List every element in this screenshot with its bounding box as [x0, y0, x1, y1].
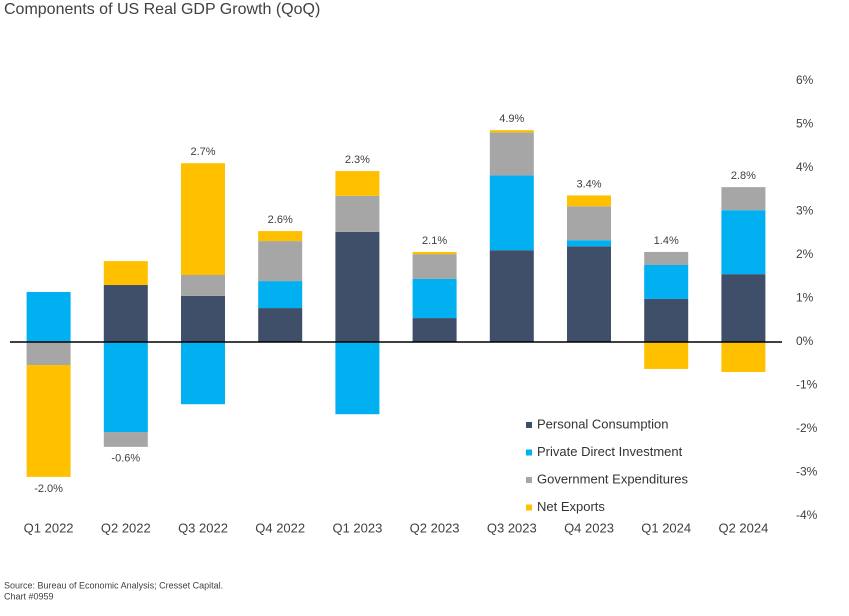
bar-segment — [181, 342, 225, 405]
bar-segment — [567, 206, 611, 241]
x-tick-label: Q1 2024 — [641, 520, 691, 535]
total-label: 1.4% — [654, 235, 679, 247]
y-tick-label: -1% — [796, 378, 818, 392]
bar-segment — [567, 246, 611, 342]
y-tick-label: -3% — [796, 465, 818, 479]
bar-segment — [644, 265, 689, 299]
x-tick-label: Q4 2022 — [255, 520, 305, 535]
chart-id: Chart #0959 — [4, 591, 54, 601]
total-label: 2.1% — [422, 235, 447, 247]
bar-segment — [103, 342, 148, 433]
legend-marker — [526, 449, 532, 456]
x-tick-label: Q2 2022 — [101, 520, 151, 535]
bar-segment — [567, 195, 611, 207]
x-tick-label: Q1 2022 — [24, 520, 74, 535]
bar-segment — [335, 171, 380, 196]
bar-segment — [412, 251, 457, 255]
total-label: 2.7% — [190, 146, 215, 158]
bar-segment — [335, 195, 380, 232]
y-tick-label: 5% — [796, 117, 814, 131]
y-tick-label: 6% — [796, 73, 814, 87]
bar-segment — [335, 231, 380, 342]
bar-segment — [181, 275, 225, 296]
bar-segment — [181, 295, 225, 342]
bar-segment — [103, 261, 148, 286]
chart-title: Components of US Real GDP Growth (QoQ) — [4, 1, 320, 18]
x-tick-label: Q4 2023 — [564, 520, 614, 535]
legend-label: Personal Consumption — [537, 416, 669, 431]
bar-segment — [258, 308, 303, 342]
legend-label: Net Exports — [537, 499, 605, 514]
total-label: 3.4% — [576, 178, 601, 190]
bar-segment — [26, 342, 71, 366]
total-label: 2.6% — [268, 214, 293, 226]
x-tick-label: Q3 2022 — [178, 520, 228, 535]
y-tick-label: 4% — [796, 160, 814, 174]
bar-segment — [489, 175, 534, 251]
bar-segment — [721, 342, 766, 373]
y-tick-label: 2% — [796, 247, 814, 261]
bar-segment — [181, 163, 225, 276]
legend-label: Private Direct Investment — [537, 444, 683, 459]
total-label: 4.9% — [499, 113, 524, 125]
bar-segment — [258, 231, 303, 242]
bar-segment — [412, 318, 457, 342]
legend-marker — [526, 422, 532, 428]
y-tick-label: -2% — [796, 421, 818, 435]
y-tick-label: 3% — [796, 204, 814, 218]
bar-segment — [721, 210, 766, 275]
bar-segment — [489, 130, 534, 133]
x-tick-label: Q1 2023 — [332, 520, 382, 535]
x-tick-label: Q2 2023 — [410, 520, 460, 535]
bar-segment — [567, 240, 611, 247]
x-tick-label: Q3 2023 — [487, 520, 537, 535]
total-label: 2.3% — [345, 154, 370, 166]
bar-segment — [335, 342, 380, 415]
bar-segment — [103, 285, 148, 342]
total-label: -2.0% — [34, 483, 63, 495]
y-tick-label: 1% — [796, 291, 814, 305]
bar-segment — [489, 132, 534, 176]
bar-segment — [721, 274, 766, 342]
total-label: -0.6% — [111, 453, 140, 465]
bar-segment — [258, 241, 303, 282]
bar-segment — [412, 278, 457, 319]
y-tick-label: 0% — [796, 334, 814, 348]
bar-segment — [26, 291, 71, 342]
bar-segment — [412, 254, 457, 279]
legend-marker — [526, 477, 532, 483]
bar-segment — [489, 250, 534, 342]
source-note: Source: Bureau of Economic Analysis; Cre… — [4, 580, 223, 590]
bar-segment — [644, 251, 689, 266]
bar-segment — [103, 432, 148, 447]
legend-label: Government Expenditures — [537, 471, 689, 486]
bar-segment — [258, 281, 303, 309]
total-label: 2.8% — [731, 170, 756, 182]
legend-marker — [526, 504, 532, 511]
bar-segment — [26, 365, 71, 477]
x-tick-label: Q2 2024 — [718, 520, 768, 535]
bar-segment — [644, 342, 689, 369]
y-tick-label: -4% — [796, 508, 818, 522]
bar-segment — [644, 298, 689, 342]
bar-segment — [721, 187, 766, 211]
